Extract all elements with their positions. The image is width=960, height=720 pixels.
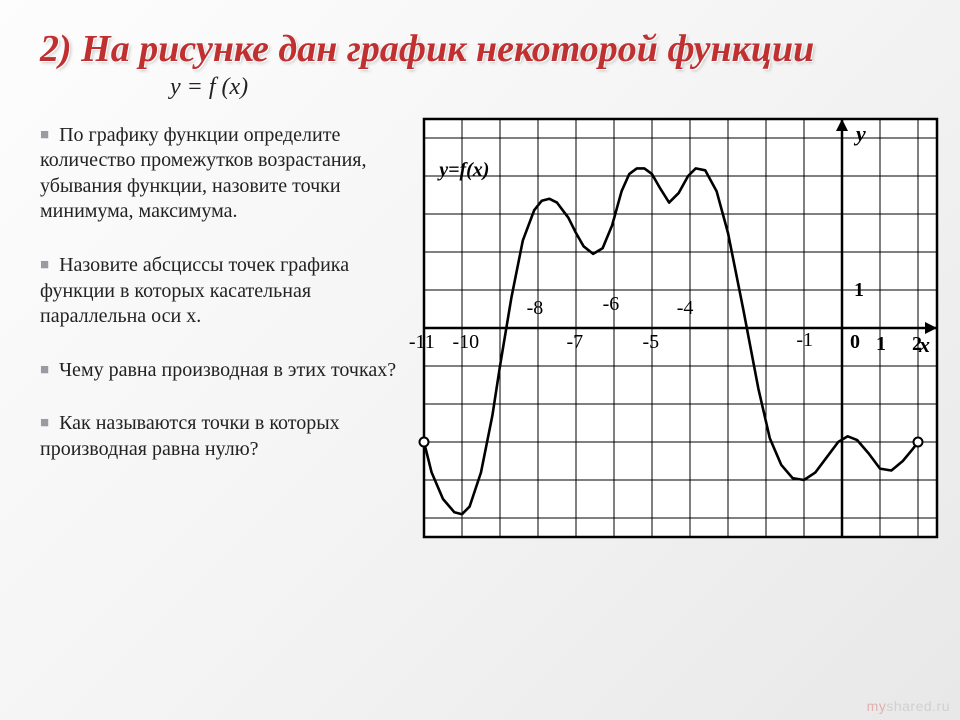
bullet-list: ■По графику функции определите количеств… — [40, 123, 410, 491]
svg-text:0: 0 — [850, 331, 860, 353]
chart-wrap: 0121yxy=f(x) -11-10-8-7-6-5-4-1 — [418, 113, 958, 543]
watermark: myshared.ru — [867, 698, 950, 714]
svg-text:y=f(x): y=f(x) — [437, 159, 489, 181]
bullet-icon: ■ — [40, 127, 49, 143]
watermark-prefix: my — [867, 698, 887, 714]
axis-overlay-label: -10 — [453, 331, 480, 354]
bullet-item: ■ Чему равна производная в этих точках? — [40, 358, 410, 384]
bullet-icon: ■ — [40, 257, 49, 273]
bullet-icon: ■ — [40, 362, 49, 378]
function-chart: 0121yxy=f(x) — [418, 113, 943, 543]
axis-overlay-label: -1 — [796, 329, 813, 352]
bullet-text: Назовите абсциссы точек графика функции … — [40, 254, 349, 327]
axis-overlay-label: -7 — [567, 331, 584, 354]
bullet-item: ■По графику функции определите количеств… — [40, 123, 410, 225]
bullet-text: Как называются точки в которых производн… — [40, 412, 340, 460]
chart-panel: 0121yxy=f(x) -11-10-8-7-6-5-4-1 — [418, 123, 920, 491]
axis-overlay-label: -4 — [677, 297, 694, 320]
svg-text:x: x — [918, 332, 930, 357]
bullet-item: ■Назовите абсциссы точек графика функции… — [40, 253, 410, 330]
bullet-icon: ■ — [40, 415, 49, 431]
watermark-suffix: shared.ru — [886, 698, 950, 714]
bullet-item: ■Как называются точки в которых производ… — [40, 411, 410, 462]
bullet-text: Чему равна производная в этих точках? — [59, 359, 396, 381]
axis-overlay-label: -11 — [409, 331, 435, 354]
content-row: ■По графику функции определите количеств… — [40, 123, 920, 491]
axis-overlay-label: -5 — [643, 331, 660, 354]
axis-overlay-label: -8 — [527, 297, 544, 320]
slide: 2) На рисунке дан график некоторой функц… — [0, 0, 960, 720]
slide-title: 2) На рисунке дан график некоторой функц… — [40, 28, 920, 72]
svg-text:1: 1 — [876, 333, 886, 355]
formula: y = f (x) — [170, 74, 920, 101]
axis-overlay-label: -6 — [603, 293, 620, 316]
bullet-text: По графику функции определите количество… — [40, 124, 366, 223]
svg-text:1: 1 — [854, 279, 864, 301]
